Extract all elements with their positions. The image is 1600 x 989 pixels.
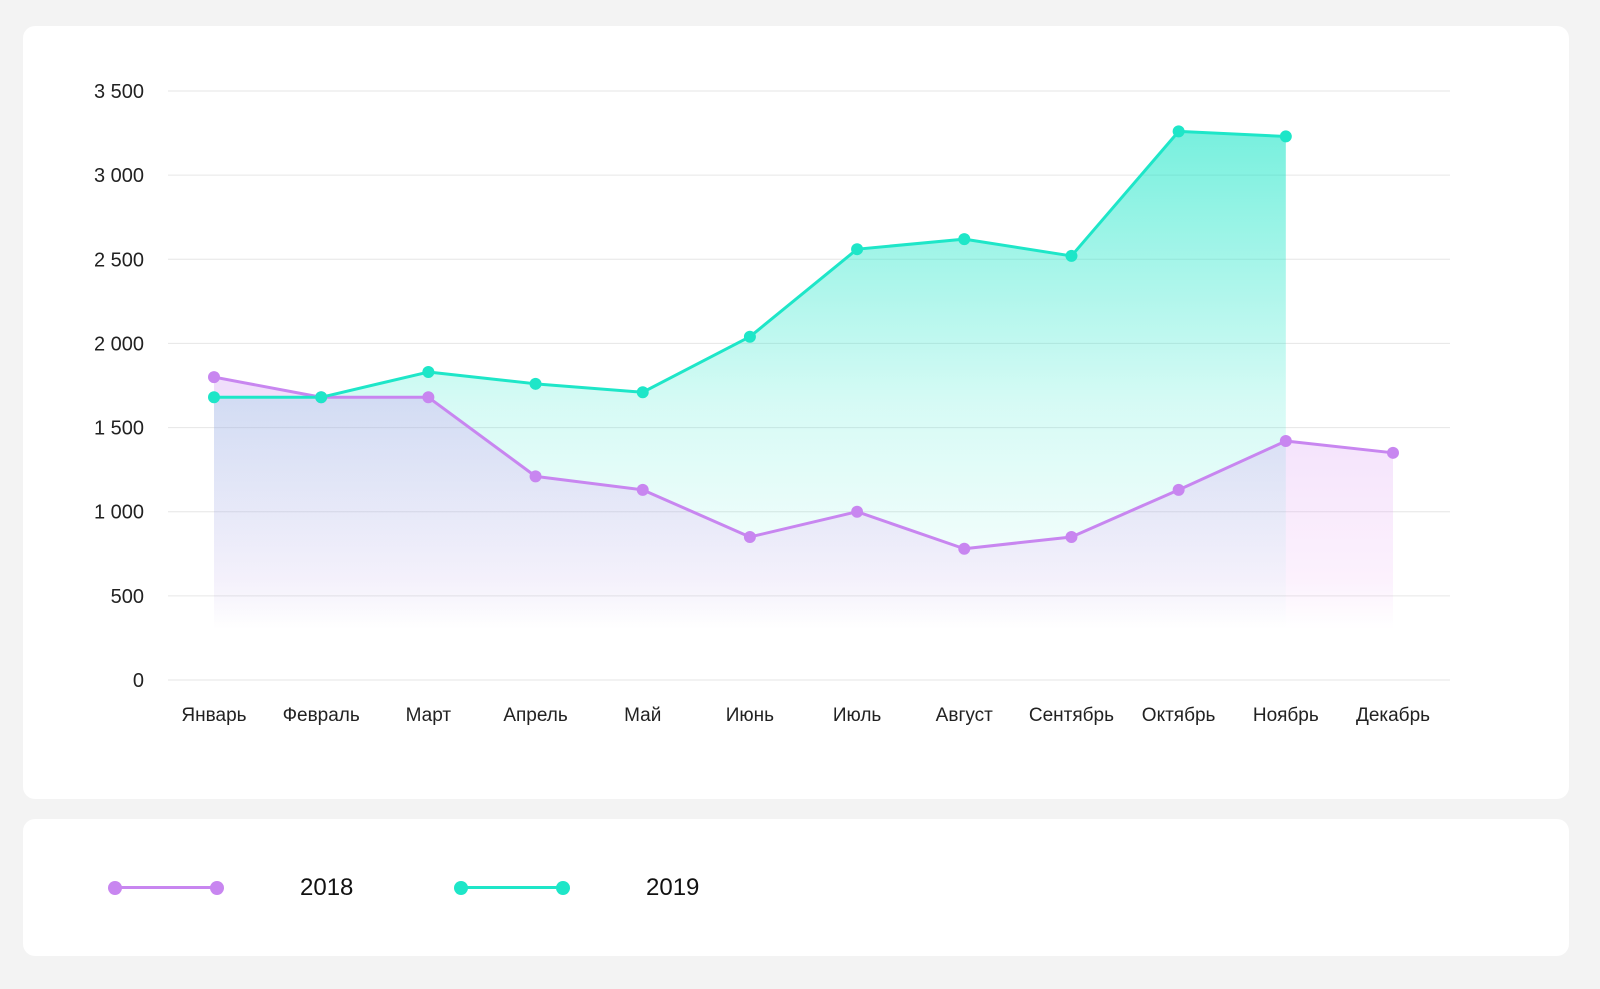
point-2018[interactable] [1279,435,1292,448]
x-tick-label: Ноябрь [1253,705,1319,726]
point-2019[interactable] [743,330,756,343]
x-tick-label: Август [936,705,993,726]
point-2019[interactable] [315,391,328,404]
y-tick-label: 2 500 [94,249,144,271]
legend-item-2018[interactable]: 2018 [108,819,353,956]
point-2018[interactable] [1387,446,1399,459]
point-2018[interactable] [636,483,649,496]
x-tick-label: Март [406,705,452,726]
x-tick-label: Июль [833,705,882,726]
y-axis-ticks: 0 500 1 000 1 500 2 000 2 500 3 000 3 500 [94,81,144,692]
x-tick-label: Май [624,705,661,726]
point-2019[interactable] [851,243,864,256]
point-2019[interactable] [208,391,220,404]
point-2018[interactable] [529,470,542,483]
y-tick-label: 3 000 [94,165,144,187]
point-2018[interactable] [958,542,971,555]
line-2018 [212,375,1395,551]
y-tick-label: 2 000 [94,333,144,355]
series-areas [214,131,1393,630]
point-2019[interactable] [958,233,971,246]
y-tick-label: 3 500 [94,81,144,103]
point-2019[interactable] [529,377,542,390]
point-2019[interactable] [636,386,649,399]
point-2018[interactable] [851,505,864,518]
point-2018[interactable] [743,530,756,543]
point-2018[interactable] [422,391,435,404]
x-tick-label: Июнь [726,705,774,726]
line-chart: 0 500 1 000 1 500 2 000 2 500 3 000 3 500 Январ… [94,81,1450,726]
legend-item-2019[interactable]: 2019 [454,819,699,956]
legend-marker-2019 [454,880,570,895]
y-tick-label: 500 [111,586,144,608]
area-2018 [214,377,1393,630]
x-tick-label: Сентябрь [1029,705,1114,726]
point-2018[interactable] [1172,483,1185,496]
x-tick-label: Октябрь [1142,705,1216,726]
point-2019[interactable] [1172,125,1185,138]
chart-card: 0 500 1 000 1 500 2 000 2 500 3 000 3 500 Январ… [23,26,1569,799]
legend: 2018 2019 [23,819,1569,956]
point-2018[interactable] [208,371,220,384]
x-tick-label: Февраль [283,705,360,726]
x-tick-label: Апрель [503,705,568,726]
legend-label-2019: 2019 [646,873,700,901]
legend-label-2018: 2018 [300,873,354,901]
y-tick-label: 1 000 [94,502,144,524]
legend-marker-2018 [108,880,224,895]
y-tick-label: 1 500 [94,418,144,440]
point-2019[interactable] [422,366,435,379]
y-tick-label: 0 [133,670,144,692]
x-tick-label: Январь [181,705,246,726]
point-2019[interactable] [1279,130,1292,143]
x-axis-ticks: Январь Февраль Март Апрель Май Июнь Июль Август… [181,705,1430,726]
series-points [208,125,1399,555]
x-tick-label: Декабрь [1356,705,1430,726]
point-2019[interactable] [1065,249,1078,262]
point-2018[interactable] [1065,530,1078,543]
